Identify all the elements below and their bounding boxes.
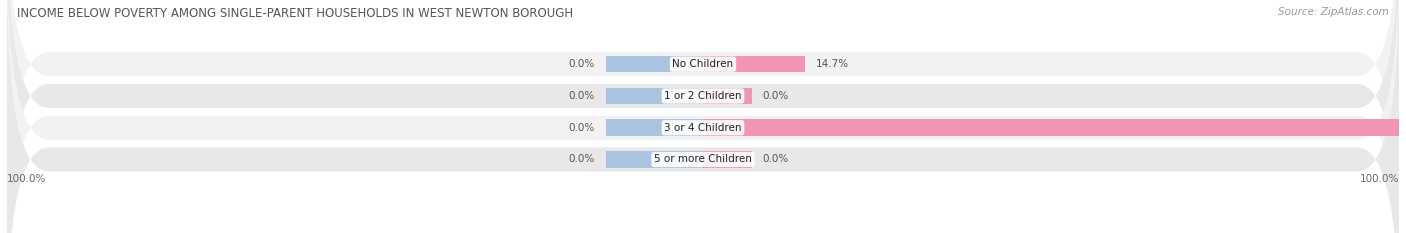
Text: 0.0%: 0.0% — [569, 154, 595, 164]
Text: 0.0%: 0.0% — [762, 154, 789, 164]
Text: No Children: No Children — [672, 59, 734, 69]
Bar — [606, 120, 703, 136]
FancyBboxPatch shape — [7, 0, 1399, 233]
Text: 1 or 2 Children: 1 or 2 Children — [664, 91, 742, 101]
Text: 14.7%: 14.7% — [815, 59, 849, 69]
Text: 0.0%: 0.0% — [762, 91, 789, 101]
Text: 100.0%: 100.0% — [7, 174, 46, 184]
Text: 0.0%: 0.0% — [569, 123, 595, 133]
Bar — [703, 56, 806, 72]
Bar — [703, 151, 752, 168]
Bar — [606, 151, 703, 168]
Text: 5 or more Children: 5 or more Children — [654, 154, 752, 164]
Bar — [703, 88, 752, 104]
Text: 3 or 4 Children: 3 or 4 Children — [664, 123, 742, 133]
Text: 0.0%: 0.0% — [569, 91, 595, 101]
FancyBboxPatch shape — [7, 0, 1399, 233]
Text: INCOME BELOW POVERTY AMONG SINGLE-PARENT HOUSEHOLDS IN WEST NEWTON BOROUGH: INCOME BELOW POVERTY AMONG SINGLE-PARENT… — [17, 7, 574, 20]
Text: 0.0%: 0.0% — [569, 59, 595, 69]
Bar — [606, 56, 703, 72]
FancyBboxPatch shape — [7, 0, 1399, 233]
Text: 100.0%: 100.0% — [1360, 174, 1399, 184]
Bar — [606, 88, 703, 104]
Bar — [703, 120, 1399, 136]
Text: Source: ZipAtlas.com: Source: ZipAtlas.com — [1278, 7, 1389, 17]
FancyBboxPatch shape — [7, 0, 1399, 233]
